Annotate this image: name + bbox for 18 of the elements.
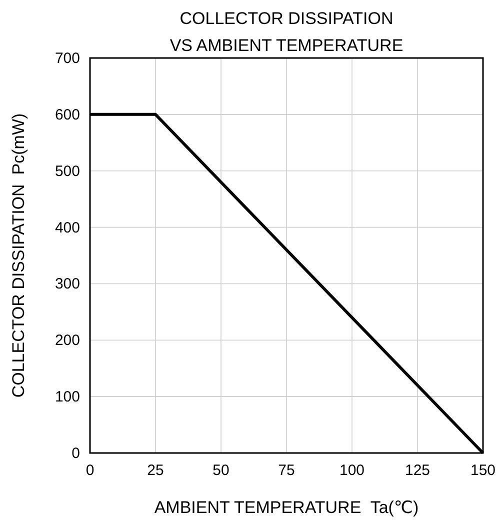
chart-title: COLLECTOR DISSIPATION VS AMBIENT TEMPERATURE — [170, 9, 404, 55]
x-tick-label: 125 — [404, 462, 430, 479]
x-tick-label: 75 — [278, 462, 295, 479]
x-tick-label: 0 — [86, 462, 94, 479]
y-axis-title: COLLECTOR DISSIPATION Pc(mW) — [9, 113, 28, 398]
x-axis-title: AMBIENT TEMPERATURE Ta(℃) — [154, 498, 419, 517]
y-tick-label: 600 — [54, 106, 80, 124]
x-tick-label: 50 — [212, 462, 230, 479]
y-tick-label: 0 — [72, 445, 80, 462]
y-tick-label: 400 — [54, 219, 80, 236]
y-tick-label: 300 — [54, 276, 80, 293]
y-tick-label: 100 — [54, 388, 80, 406]
y-tick-label: 500 — [54, 162, 80, 180]
y-tick-label: 200 — [54, 332, 80, 350]
x-tick-label: 100 — [339, 462, 365, 479]
y-tick-label: 700 — [54, 50, 80, 67]
x-tick-label: 150 — [470, 462, 496, 479]
x-tick-label: 25 — [147, 462, 164, 479]
